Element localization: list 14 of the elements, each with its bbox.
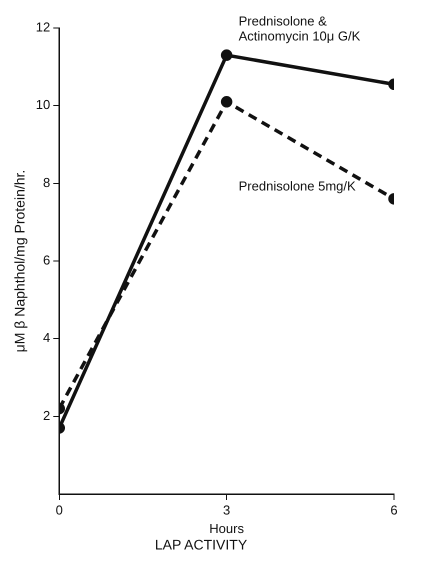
y-tick-label: 12 — [36, 20, 50, 35]
x-axis-title: Hours — [209, 520, 244, 536]
series-label: Prednisolone 5mg/K — [238, 178, 356, 194]
x-tick-label: 6 — [390, 502, 398, 518]
y-tick-label: 8 — [43, 174, 50, 190]
text: LAP ACTIVITY — [154, 536, 248, 552]
y-tick-label: 6 — [43, 252, 50, 268]
y-tick-label: 2 — [43, 408, 50, 423]
x-tick-label: 0 — [56, 502, 63, 518]
y-tick-label: 4 — [43, 330, 50, 346]
x-tick-label: 3 — [223, 502, 230, 518]
series-label: Prednisolone & Actinomycin 10μ G/K — [238, 13, 361, 44]
y-tick-label: 10 — [36, 97, 50, 112]
y-axis-title: μM β Naphthol/mg Protein/hr. — [11, 170, 28, 352]
